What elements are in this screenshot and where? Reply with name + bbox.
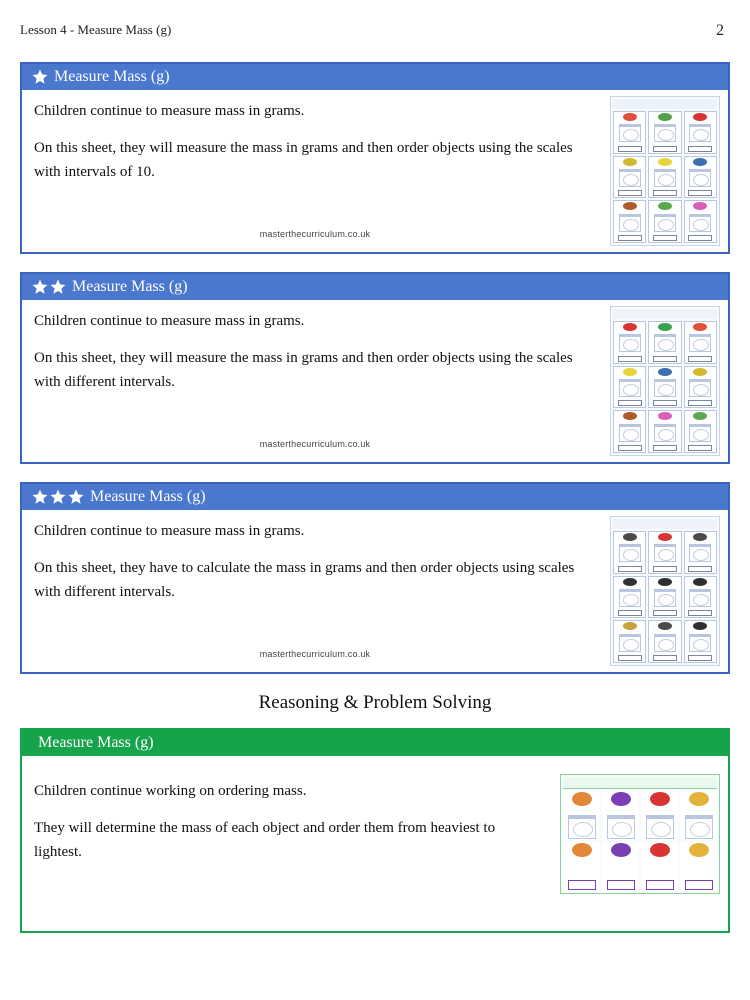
card-title: Measure Mass (g) — [38, 734, 154, 752]
thumb-cell — [684, 111, 717, 154]
card-title: Measure Mass (g) — [72, 278, 188, 296]
thumb-cell — [680, 842, 717, 891]
lesson-title: Lesson 4 - Measure Mass (g) — [20, 22, 171, 38]
thumb-cell — [684, 410, 717, 453]
card-text: Children continue working on ordering ma… — [22, 756, 560, 931]
footer-source: masterthecurriculum.co.uk — [34, 648, 596, 666]
thumb-cell — [613, 321, 646, 364]
thumb-cell — [613, 156, 646, 199]
card-text: Children continue to measure mass in gra… — [22, 90, 610, 252]
thumb-cell — [613, 576, 646, 619]
thumb-cell — [680, 791, 717, 840]
card-title: Measure Mass (g) — [90, 488, 206, 506]
star-icon — [50, 489, 66, 505]
thumb-cell — [563, 842, 600, 891]
thumb-cell — [563, 791, 600, 840]
section-title: Reasoning & Problem Solving — [20, 692, 730, 714]
page-number: 2 — [716, 22, 730, 40]
card-paragraph: On this sheet, they have to calculate th… — [34, 557, 596, 604]
card-body: Children continue to measure mass in gra… — [22, 300, 728, 462]
card-body: Children continue to measure mass in gra… — [22, 510, 728, 672]
thumb-cell — [648, 620, 681, 663]
difficulty-stars — [32, 489, 84, 505]
star-icon — [32, 279, 48, 295]
difficulty-stars — [32, 69, 48, 85]
thumb-cell — [648, 111, 681, 154]
worksheet-thumbnail — [610, 516, 720, 666]
thumb-cell — [684, 620, 717, 663]
card-paragraph: Children continue to measure mass in gra… — [34, 100, 596, 123]
card-paragraph: On this sheet, they will measure the mas… — [34, 347, 596, 394]
thumb-cell — [602, 842, 639, 891]
thumb-cell — [613, 620, 646, 663]
star-icon — [50, 279, 66, 295]
card-header: Measure Mass (g) — [22, 730, 728, 756]
card-paragraph: Children continue working on ordering ma… — [34, 780, 546, 803]
page-header: Lesson 4 - Measure Mass (g) 2 — [20, 22, 730, 40]
star-icon — [68, 489, 84, 505]
thumb-cell — [648, 576, 681, 619]
thumb-cell — [648, 410, 681, 453]
activity-card: Measure Mass (g) Children continue to me… — [20, 482, 730, 674]
thumb-cell — [613, 111, 646, 154]
card-paragraph: Children continue to measure mass in gra… — [34, 520, 596, 543]
thumb-cell — [641, 791, 678, 840]
worksheet-thumbnail — [610, 96, 720, 246]
thumb-cell — [684, 156, 717, 199]
footer-source: masterthecurriculum.co.uk — [34, 228, 596, 246]
activity-card: Measure Mass (g) Children continue to me… — [20, 62, 730, 254]
star-icon — [32, 69, 48, 85]
difficulty-stars — [32, 279, 66, 295]
card-paragraph: They will determine the mass of each obj… — [34, 817, 546, 864]
thumb-cell — [613, 366, 646, 409]
star-icon — [32, 489, 48, 505]
card-paragraph: On this sheet, they will measure the mas… — [34, 137, 596, 184]
thumb-cell — [684, 576, 717, 619]
thumb-cell — [613, 410, 646, 453]
activity-card: Measure Mass (g) Children continue to me… — [20, 272, 730, 464]
card-text: Children continue to measure mass in gra… — [22, 300, 610, 462]
thumb-cell — [684, 366, 717, 409]
thumb-cell — [648, 366, 681, 409]
activity-card: Measure Mass (g) Children continue worki… — [20, 728, 730, 933]
thumb-cell — [648, 321, 681, 364]
thumb-cell — [648, 200, 681, 243]
card-paragraph: Children continue to measure mass in gra… — [34, 310, 596, 333]
thumb-cell — [684, 531, 717, 574]
card-header: Measure Mass (g) — [22, 274, 728, 300]
card-title: Measure Mass (g) — [54, 68, 170, 86]
thumb-cell — [684, 200, 717, 243]
card-text: Children continue to measure mass in gra… — [22, 510, 610, 672]
thumb-cell — [602, 791, 639, 840]
worksheet-thumbnail — [610, 306, 720, 456]
thumb-cell — [648, 531, 681, 574]
card-header: Measure Mass (g) — [22, 484, 728, 510]
card-header: Measure Mass (g) — [22, 64, 728, 90]
thumb-cell — [641, 842, 678, 891]
card-body: Children continue to measure mass in gra… — [22, 90, 728, 252]
thumb-cell — [613, 531, 646, 574]
card-body: Children continue working on ordering ma… — [22, 756, 728, 931]
thumb-cell — [648, 156, 681, 199]
thumb-cell — [613, 200, 646, 243]
worksheet-thumbnail — [560, 774, 720, 894]
thumb-cell — [684, 321, 717, 364]
footer-source: masterthecurriculum.co.uk — [34, 438, 596, 456]
